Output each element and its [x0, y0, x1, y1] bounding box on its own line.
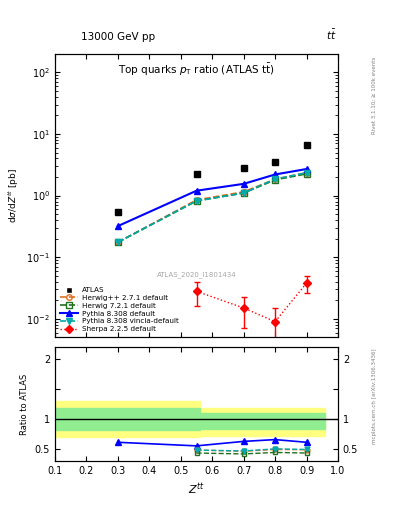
Text: mcplots.cern.ch [arXiv:1306.3436]: mcplots.cern.ch [arXiv:1306.3436]: [372, 349, 377, 444]
Y-axis label: $\mathrm{d}\sigma/\mathrm{d}Z^{tt}\ \mathrm{[pb]}$: $\mathrm{d}\sigma/\mathrm{d}Z^{tt}\ \mat…: [6, 168, 21, 223]
Text: $t\bar{t}$: $t\bar{t}$: [325, 28, 336, 42]
Text: ATLAS_2020_I1801434: ATLAS_2020_I1801434: [157, 272, 236, 279]
Y-axis label: Ratio to ATLAS: Ratio to ATLAS: [20, 373, 29, 435]
Bar: [200, 408, 325, 436]
Legend: ATLAS, Herwig++ 2.7.1 default, Herwig 7.2.1 default, Pythia 8.308 default, Pythi: ATLAS, Herwig++ 2.7.1 default, Herwig 7.…: [59, 286, 180, 334]
Text: 13000 GeV pp: 13000 GeV pp: [81, 32, 155, 42]
Text: Top quarks $p_{\rm T}$ ratio (ATLAS t$\bar{\rm t}$): Top quarks $p_{\rm T}$ ratio (ATLAS t$\b…: [118, 62, 275, 78]
X-axis label: $Z^{tt}$: $Z^{tt}$: [188, 481, 205, 497]
Bar: [200, 413, 325, 429]
Text: Rivet 3.1.10; ≥ 100k events: Rivet 3.1.10; ≥ 100k events: [372, 57, 377, 134]
Bar: [55, 408, 200, 430]
Bar: [55, 401, 200, 437]
